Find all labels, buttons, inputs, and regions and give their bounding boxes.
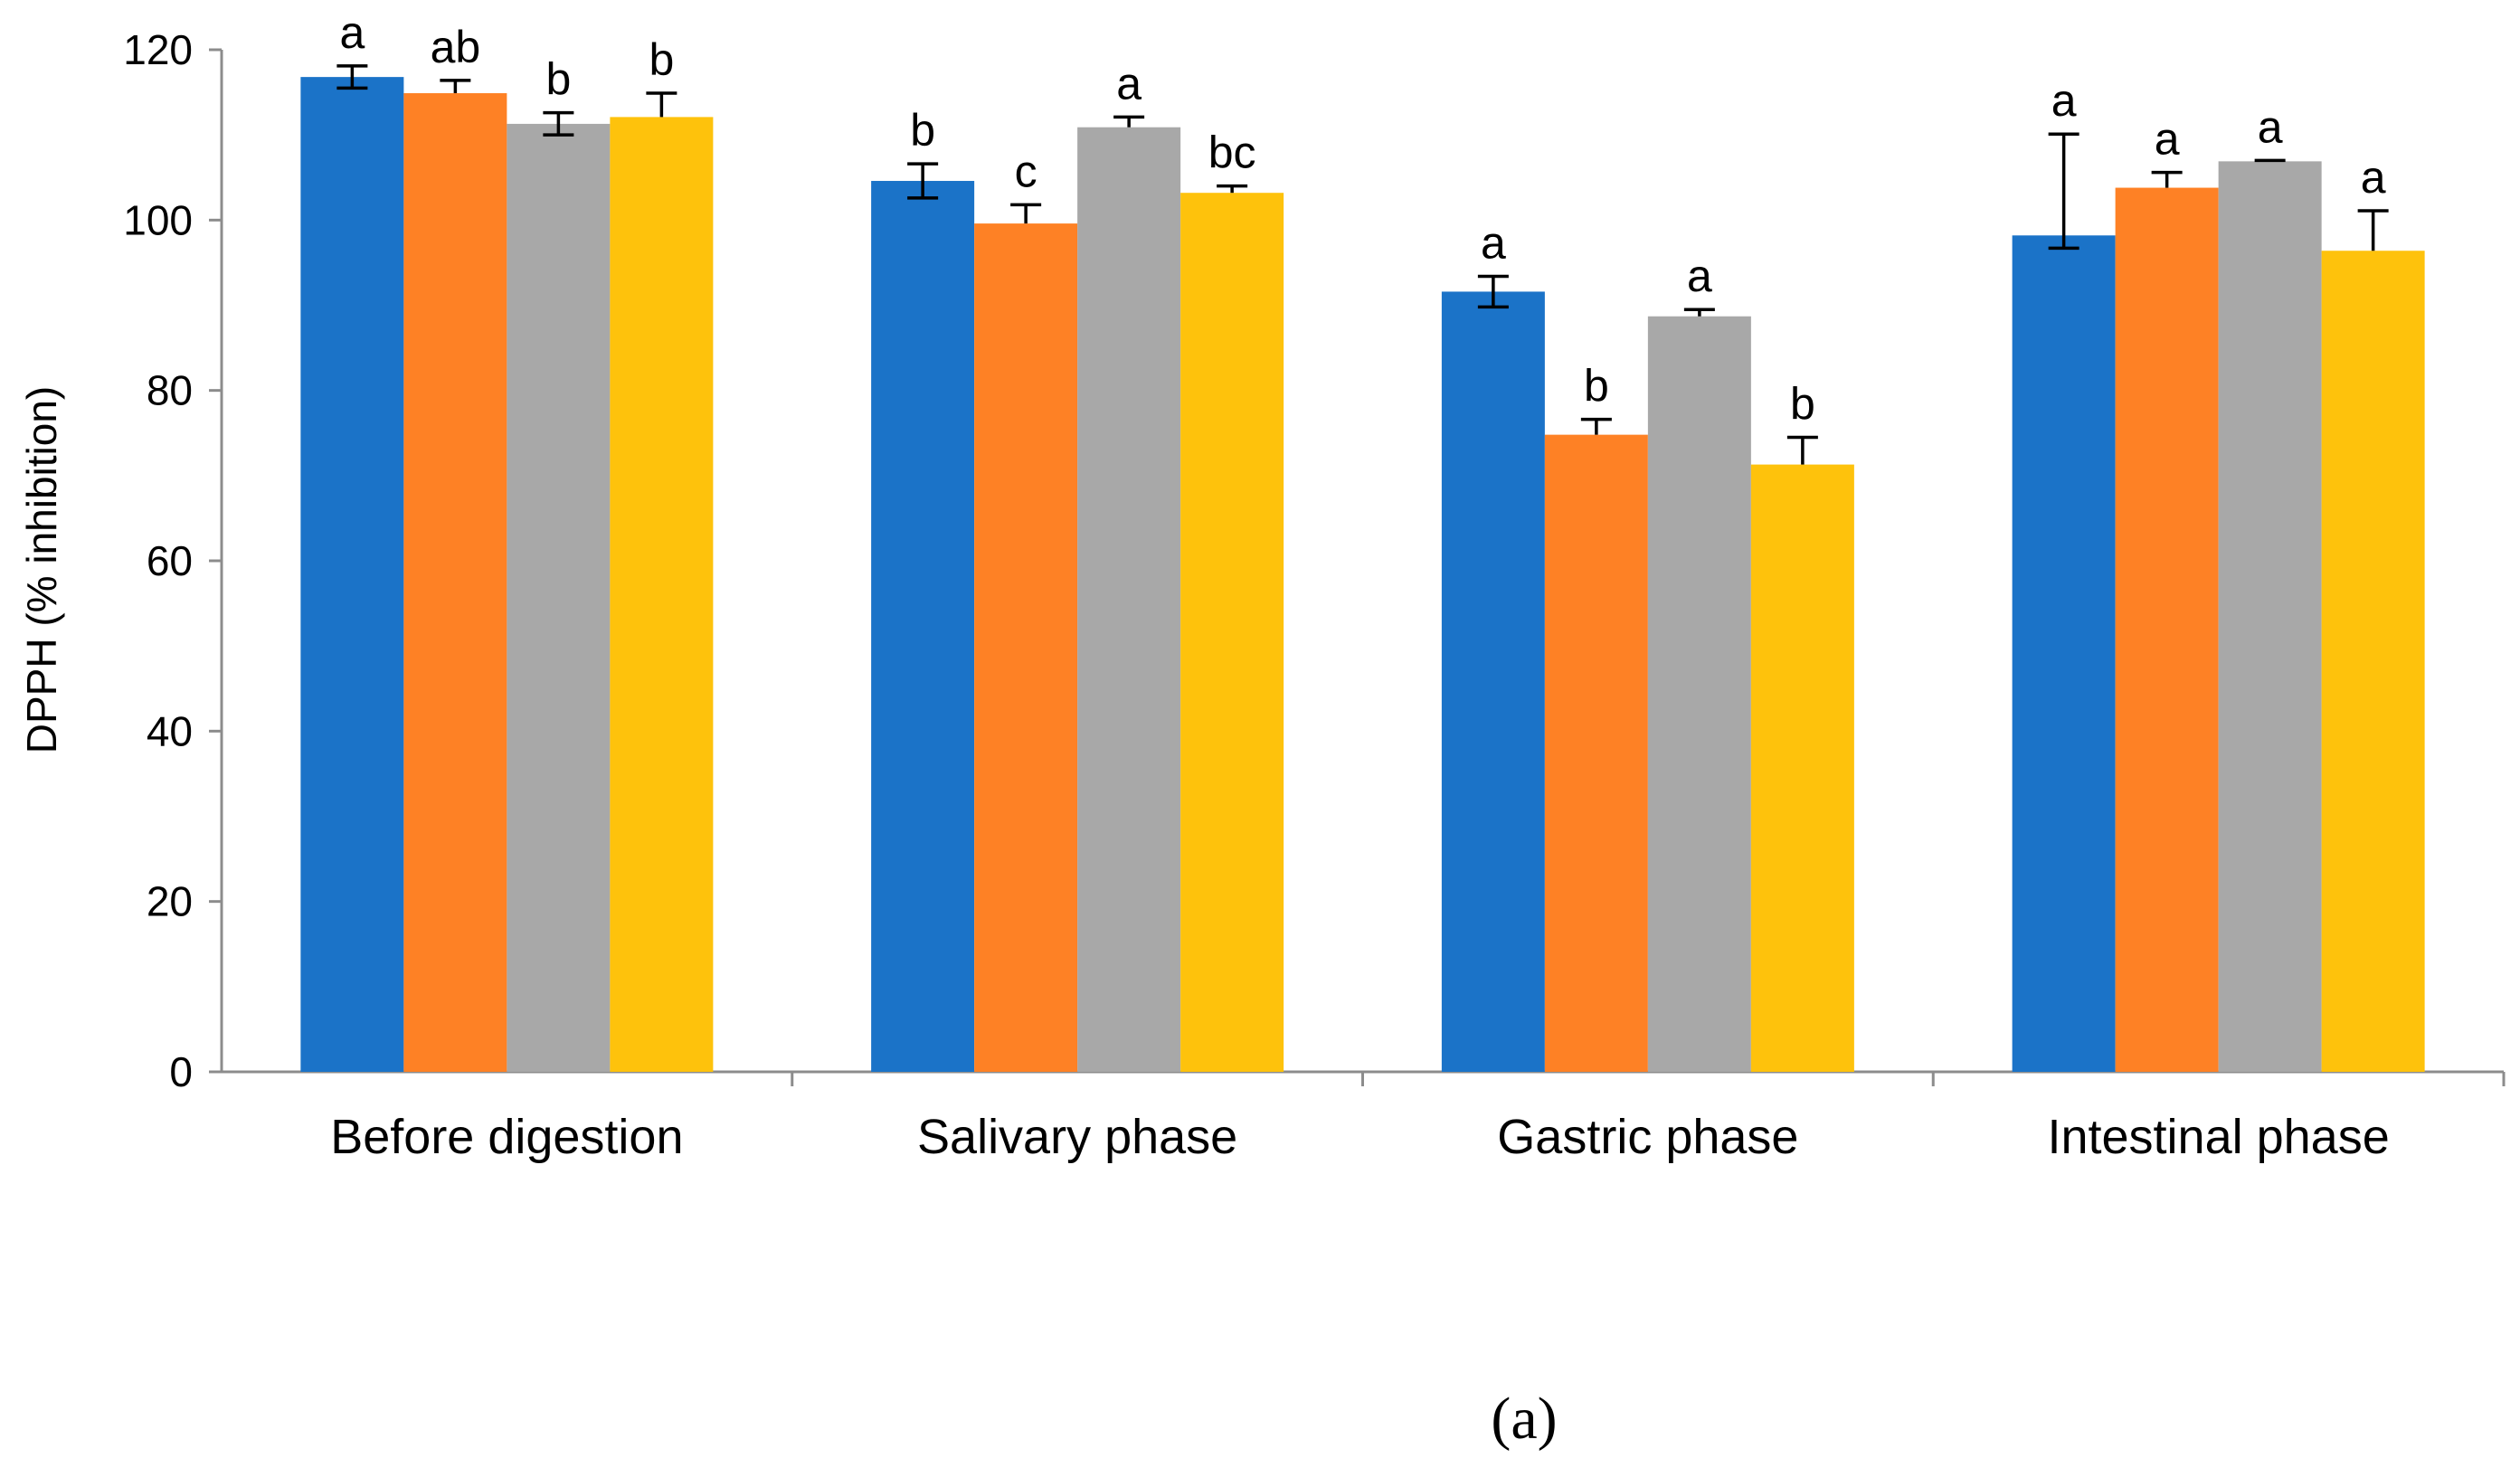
x-category-label: Intestinal phase	[2047, 1110, 2389, 1164]
bar	[610, 117, 714, 1073]
significance-letter: b	[545, 54, 571, 105]
bar	[507, 123, 611, 1072]
bar	[2115, 187, 2219, 1073]
y-tick-label: 0	[169, 1048, 193, 1095]
bar	[1180, 193, 1284, 1072]
bar	[300, 77, 404, 1073]
y-axis-title: DPPH (% inhibition)	[18, 386, 65, 753]
significance-letter: ab	[431, 22, 481, 72]
y-tick-label: 40	[147, 707, 193, 754]
bar	[1441, 291, 1545, 1072]
y-tick-label: 100	[123, 196, 193, 243]
significance-letter: a	[2258, 101, 2283, 152]
bar	[2012, 235, 2116, 1072]
significance-letter: b	[1584, 361, 1609, 412]
bar	[2218, 161, 2322, 1072]
significance-letter: a	[339, 7, 365, 58]
error-bars	[336, 64, 2389, 465]
y-tick-label: 60	[147, 537, 193, 584]
y-tick-label: 80	[147, 367, 193, 414]
bar	[1544, 434, 1648, 1073]
bar	[1647, 316, 1751, 1072]
y-tick-label: 20	[147, 878, 193, 925]
significance-letter: a	[1116, 58, 1142, 109]
significance-letter: c	[1015, 146, 1037, 196]
axes: 0 20 40 60 80 100 120 Before digestion Salivary …	[123, 26, 2506, 1164]
significance-letter: b	[910, 105, 935, 156]
bar	[974, 223, 1078, 1073]
bar	[403, 93, 507, 1072]
bar	[1077, 127, 1181, 1073]
bar	[1750, 464, 1854, 1072]
bar	[871, 181, 975, 1072]
bar	[2321, 251, 2425, 1072]
significance-letter: b	[649, 34, 674, 85]
x-category-label: Salivary phase	[917, 1110, 1237, 1164]
significance-letter: a	[1481, 217, 1506, 268]
y-tick-label: 120	[123, 26, 193, 73]
significance-letter: a	[1687, 251, 1712, 301]
significance-letter: a	[2155, 114, 2180, 165]
x-category-label: Before digestion	[330, 1110, 683, 1164]
significance-letter: a	[2361, 152, 2386, 203]
bars	[300, 77, 2425, 1073]
panel-label: (a)	[1491, 1386, 1557, 1452]
significance-letter: b	[1790, 378, 1815, 429]
significance-letter: a	[2051, 75, 2077, 126]
significance-letter: bc	[1208, 128, 1256, 178]
x-category-label: Gastric phase	[1497, 1110, 1798, 1164]
